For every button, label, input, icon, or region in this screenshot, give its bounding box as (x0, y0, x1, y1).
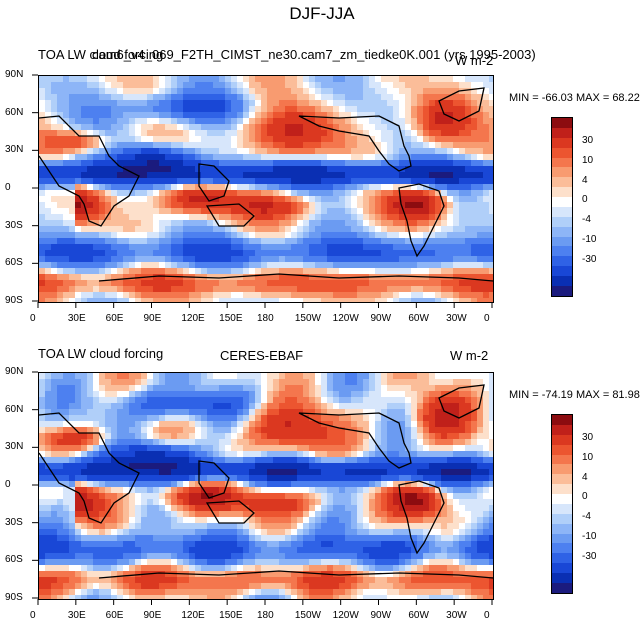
x-tick-label: 60W (408, 313, 429, 324)
colorbar-segment (552, 217, 572, 227)
x-tick-label: 60E (106, 313, 124, 324)
colorbar-label: 30 (582, 135, 593, 146)
x-tick-label: 150E (219, 313, 242, 324)
min-max-label: MIN = -66.03 MAX = 68.22 (509, 92, 640, 104)
colorbar-segment (552, 118, 572, 128)
y-tick-label: 0 (5, 182, 11, 193)
y-tick-label: 90N (5, 69, 23, 80)
y-tick-label: 60N (5, 107, 23, 118)
colorbar-label: -30 (582, 254, 596, 265)
y-tick-label: 90S (5, 295, 23, 306)
colorbar-segment (552, 167, 572, 177)
colorbar-segment (552, 246, 572, 256)
x-tick-label: 180 (257, 313, 274, 324)
x-tick-label: 120W (333, 313, 359, 324)
x-tick-label: 0 (30, 313, 36, 324)
x-tick-label: 150W (295, 313, 321, 324)
colorbar-segment (552, 266, 572, 276)
axes-ticks (0, 60, 520, 335)
colorbar-segment (552, 197, 572, 207)
x-tick-label: 90W (371, 313, 392, 324)
colorbar-segment (552, 128, 572, 138)
colorbar-segment (552, 138, 572, 148)
y-tick-label: 30S (5, 220, 23, 231)
colorbar-segment (552, 148, 572, 158)
colorbar-label: 4 (582, 175, 588, 186)
x-tick-label: 120E (181, 313, 204, 324)
colorbar-segment (552, 227, 572, 237)
colorbar-segment (552, 237, 572, 247)
colorbar-segment (552, 286, 572, 296)
colorbar-label: 0 (582, 194, 588, 205)
colorbar-segment (552, 187, 572, 197)
x-tick-label: 30W (446, 313, 467, 324)
x-tick-label: 90E (144, 313, 162, 324)
x-tick-label: 0 (484, 313, 490, 324)
colorbar (551, 117, 573, 297)
y-tick-label: 60S (5, 257, 23, 268)
x-tick-label: 30E (68, 313, 86, 324)
colorbar-segment (552, 256, 572, 266)
colorbar-segment (552, 177, 572, 187)
colorbar-label: 10 (582, 155, 593, 166)
colorbar-segment (552, 207, 572, 217)
colorbar-label: -4 (582, 214, 591, 225)
colorbar-label: -10 (582, 234, 596, 245)
colorbar-segment (552, 276, 572, 286)
y-tick-label: 30N (5, 144, 23, 155)
colorbar-segment (552, 158, 572, 168)
figure-title: DJF-JJA (0, 4, 644, 24)
